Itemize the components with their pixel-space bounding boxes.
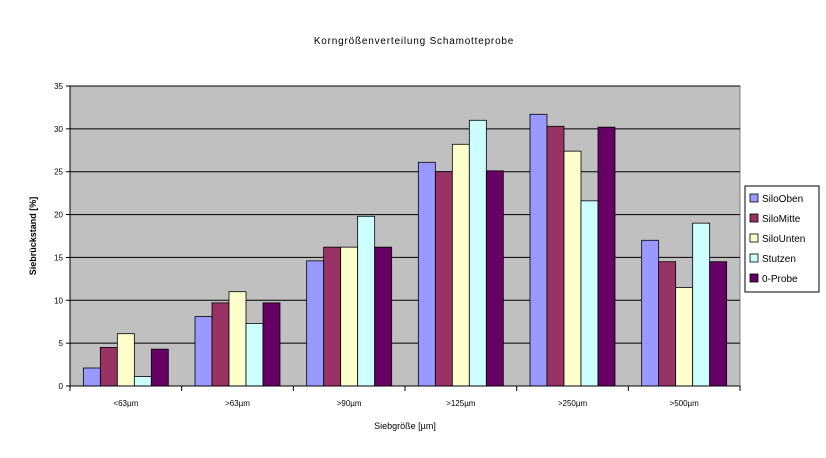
bar [82, 367, 101, 387]
x-tick-label: >125µm [446, 399, 476, 408]
bar [563, 150, 582, 387]
legend-label: Stutzen [762, 254, 796, 265]
bar [451, 143, 470, 387]
legend-swatch [749, 253, 759, 263]
bar [99, 347, 118, 387]
x-tick-labels: <63µm >63µm >90µm >125µm >250µm >500µm [113, 399, 699, 408]
y-tick-label: 15 [54, 253, 63, 262]
bar [417, 161, 436, 387]
legend-label: SiloOben [762, 194, 803, 205]
x-tick-label: >500µm [670, 399, 700, 408]
bar [133, 376, 152, 387]
bar [262, 302, 281, 387]
bar [709, 261, 728, 387]
y-tick-label: 10 [54, 296, 63, 305]
bar [323, 246, 342, 387]
bar [194, 316, 213, 387]
legend: SiloOben SiloMitte SiloUnten Stutzen 0-Probe [744, 185, 820, 293]
bar [546, 125, 565, 387]
bar [211, 302, 230, 387]
x-axis-label: Siebgröße [µm] [374, 421, 436, 431]
bar [228, 291, 247, 387]
y-tick-label: 35 [54, 82, 63, 91]
y-tick-label: 20 [54, 211, 63, 220]
bar [597, 126, 616, 387]
legend-label: SiloMitte [762, 214, 801, 225]
x-tick-label: >63µm [225, 399, 250, 408]
plot-area [69, 85, 741, 387]
axes [66, 85, 741, 391]
x-tick-label: >250µm [558, 399, 588, 408]
gridlines [70, 85, 740, 344]
bars [82, 113, 728, 387]
bar [434, 171, 453, 387]
y-tick-label: 0 [59, 382, 64, 391]
bar [658, 261, 677, 387]
bar [340, 246, 359, 387]
x-tick-label: >90µm [337, 399, 362, 408]
bar [692, 222, 711, 387]
bar [374, 246, 393, 387]
y-tick-labels: 0 5 10 15 20 25 30 35 [54, 82, 63, 391]
bar [468, 119, 487, 387]
chart-title: Korngrößenverteilung Schamotteprobe [314, 36, 514, 47]
legend-label: SiloUnten [762, 234, 805, 245]
legend-label: 0-Probe [762, 274, 798, 285]
y-tick-label: 30 [54, 125, 63, 134]
legend-swatch [749, 213, 759, 223]
bar [357, 215, 376, 387]
y-axis-label: Siebrückstand [%] [28, 197, 38, 276]
bar [675, 287, 694, 387]
bar [150, 348, 169, 387]
legend-swatch [749, 233, 759, 243]
y-tick-label: 25 [54, 168, 63, 177]
bar [485, 170, 504, 387]
bar [529, 113, 548, 387]
bar [580, 200, 599, 387]
legend-swatch [749, 193, 759, 203]
legend-swatch [749, 273, 759, 283]
bar [306, 260, 325, 387]
bar [641, 239, 660, 387]
bar [116, 333, 135, 387]
y-tick-label: 5 [59, 339, 64, 348]
x-tick-label: <63µm [113, 399, 138, 408]
bar [245, 323, 264, 387]
